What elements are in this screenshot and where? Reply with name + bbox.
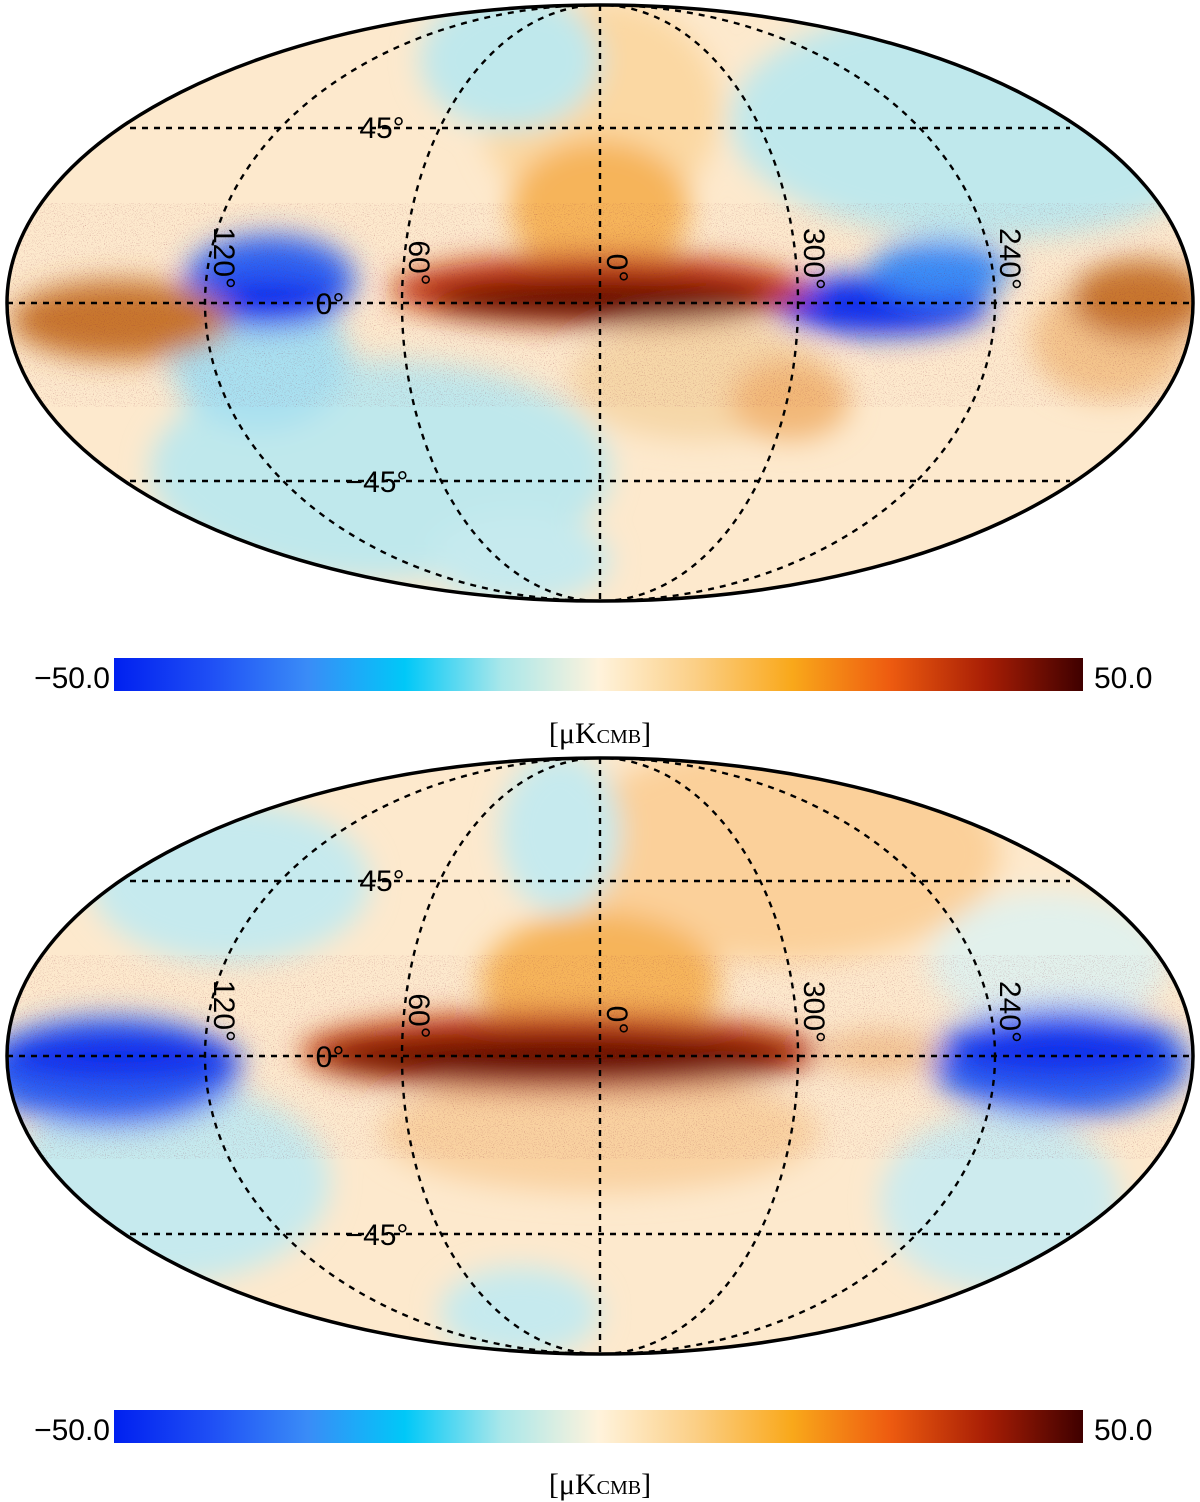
label-lon-60: 60° [402,240,435,285]
region-north-cyan [420,5,600,130]
unit-main: [μK [549,717,597,750]
map-outline [5,3,1195,603]
label-lon-300: 300° [797,228,830,290]
graticule-lon-120-240 [203,3,997,603]
colorbar-unit-label: [μKCMB] [549,1468,651,1501]
label-lon-300: 300° [797,981,830,1043]
mollweide-map-svg: 45° 0° −45° 0° 60° 120° 300° 240° −50.0 … [5,3,1195,750]
colorbar-max-label: 50.0 [1094,662,1152,695]
colorbar [114,658,1083,691]
colorbar-min-label: −50.0 [34,662,110,695]
mollweide-map-svg: 45° 0° −45° 0° 60° 120° 300° 240° −50.0 … [5,756,1195,1501]
label-lon-0: 0° [600,254,633,283]
colorbar-min-label: −50.0 [34,1414,110,1447]
colorbar [114,1410,1083,1443]
label-lat-minus45: −45° [346,1219,409,1252]
unit-sub: CMB [597,1477,641,1499]
unit-main: [μK [549,1468,597,1501]
label-lon-60: 60° [402,993,435,1038]
colorbar-unit-label: [μKCMB] [549,717,651,750]
map-panel-top: 45° 0° −45° 0° 60° 120° 300° 240° −50.0 … [5,3,1195,750]
label-lon-240: 240° [993,981,1026,1043]
unit-close: ] [641,1468,651,1501]
label-lon-120: 120° [207,227,240,289]
region-north-cyan [500,758,620,912]
unit-sub: CMB [597,726,641,748]
label-lon-120: 120° [207,980,240,1042]
label-lat-45: 45° [359,865,404,898]
label-lon-0: 0° [600,1006,633,1035]
region-south-pole-cyan [440,1267,600,1354]
map-outline [5,756,1195,1356]
region-south-pole-cyan [430,515,610,601]
label-lat-0: 0° [316,288,345,321]
label-lon-240: 240° [993,228,1026,290]
unit-close: ] [641,717,651,750]
label-lat-0: 0° [316,1041,345,1074]
graticule-lon-120-240 [203,756,997,1356]
colorbar-max-label: 50.0 [1094,1414,1152,1447]
label-lat-minus45: −45° [346,466,409,499]
map-panel-bottom: 45° 0° −45° 0° 60° 120° 300° 240° −50.0 … [0,752,1200,1502]
label-lat-45: 45° [359,112,404,145]
